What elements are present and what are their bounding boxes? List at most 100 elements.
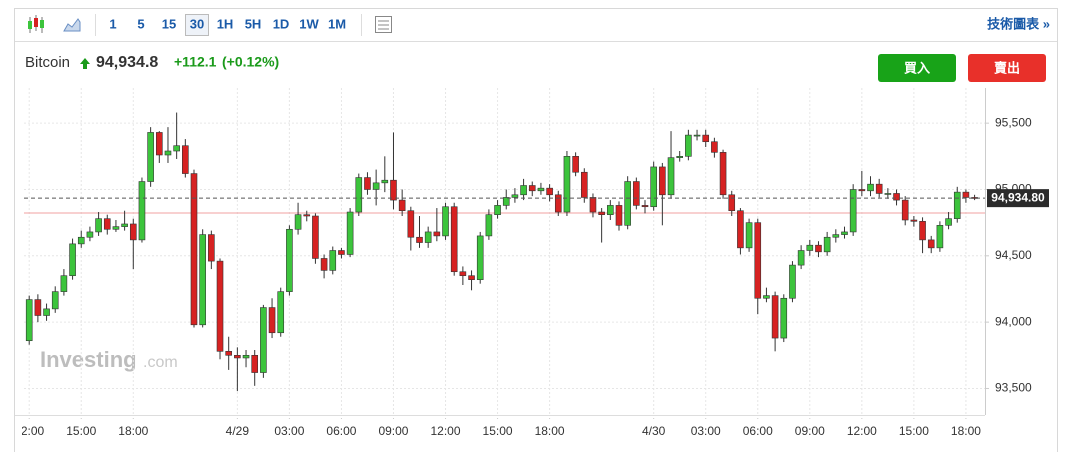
candle-body [34,299,42,316]
candle-body [60,275,68,292]
candle-body [251,355,259,373]
interval-button[interactable]: 30 [190,16,204,31]
x-tick-label: 06:00 [743,424,773,438]
candle-body [563,156,571,213]
candle-body [693,134,701,137]
candle-body [442,206,449,237]
x-tick-label: 15:00 [899,424,929,438]
widget-frame [14,8,1058,457]
candle-body [51,291,59,310]
candle-body [572,156,579,173]
candle-body [182,145,189,174]
candle-body [823,236,831,253]
buy-label[interactable]: 買入 [904,60,930,75]
watermark-suffix: .com [143,354,178,371]
x-tick-label: 18:00 [535,424,565,438]
candle-body [86,231,94,238]
candle-body [893,193,900,201]
up-arrow [80,58,90,69]
candle-body [858,189,866,192]
candle-body [225,351,232,356]
interval-button[interactable]: 1M [328,16,346,31]
change: +112.1 [174,54,217,70]
interval-button[interactable]: 5H [245,16,262,31]
candle-icon[interactable] [28,15,44,33]
interval-button[interactable]: 5 [137,16,144,31]
area-icon[interactable] [63,18,81,32]
candle-body [771,295,779,339]
candle-body [95,218,102,233]
y-tick-label: 93,500 [995,381,1032,395]
candle-body [268,307,276,334]
interval-button[interactable]: 1 [109,16,116,31]
candle-body [416,236,423,243]
buy-button[interactable] [878,54,956,82]
candle-body [364,177,371,190]
candle-body [841,231,848,235]
x-tick-label: 03:00 [691,424,721,438]
sell-label[interactable]: 賣出 [994,60,1020,75]
selected-interval[interactable] [185,14,209,36]
x-tick-label: 06:00 [326,424,356,438]
candle-body [242,355,250,359]
last-price-label: 94,934.80 [991,190,1045,204]
candle-body [832,234,840,238]
candle-body [355,177,363,213]
candle-body [780,297,788,339]
candle-body [77,236,85,245]
candle-body [390,179,397,201]
candle-body [849,189,857,233]
sell-button[interactable] [968,54,1046,82]
candle-body [728,194,736,212]
candle-body [919,221,926,241]
interval-button[interactable]: 1D [273,16,290,31]
candle-body [806,244,814,251]
candle-body [216,260,224,352]
y-tick-label: 94,500 [995,248,1032,262]
candle-body [797,250,805,266]
candle-body [346,211,354,255]
instrument-name: Bitcoin [25,54,70,71]
candle-body [763,295,770,299]
candle-body [537,187,545,192]
candle-body [711,141,718,153]
interval-button[interactable]: 1W [299,16,319,31]
y-tick-label: 95,500 [995,115,1032,129]
candle-body [69,243,76,277]
candle-body [450,206,458,273]
candle-body [164,150,172,156]
candle-body [927,239,935,249]
candle-body [312,215,319,259]
candle-body [129,223,137,241]
candle-body [147,132,154,182]
candle-body [641,205,649,208]
candle-body [607,205,614,215]
candle-body [511,194,519,198]
candle-body [234,355,241,359]
candle-body [719,152,727,196]
interval-button[interactable]: 15 [162,16,176,31]
candle-body [615,205,623,226]
candle-body [737,210,744,249]
candle-body [121,223,128,227]
candle-body [320,258,328,271]
candle-body [884,193,892,195]
candle-body [554,194,562,213]
x-tick-label: 18:00 [118,424,148,438]
x-tick-label: 09:00 [378,424,408,438]
candle-body [329,250,337,271]
candle-body [659,166,666,196]
table-icon[interactable] [375,16,392,33]
candle-body [546,187,553,196]
last-price-tag [987,189,1049,208]
x-tick-label: 15:00 [483,424,513,438]
technical-chart-link[interactable]: 技術圖表 » [987,16,1050,31]
interval-button[interactable]: 1H [217,16,234,31]
candle-body [424,231,432,243]
candle-body [962,191,970,198]
watermark-brand: Investing [40,347,137,372]
candle-body [953,191,961,219]
candle-body [303,214,311,217]
candle-body [372,182,380,190]
